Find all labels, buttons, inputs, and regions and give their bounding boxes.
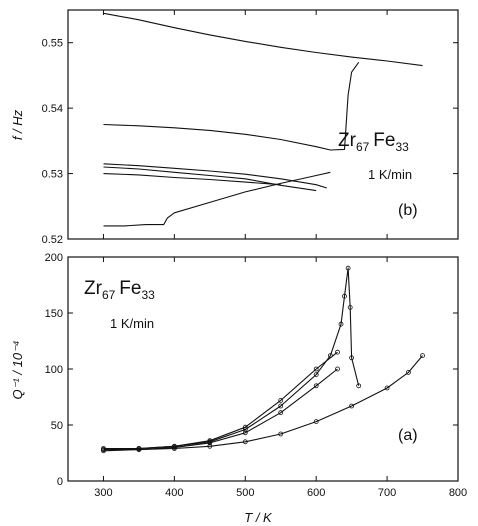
panel-a-series-2-point-3 (207, 440, 213, 446)
panel-a-series-3-point-8 (384, 385, 390, 391)
panel-b-ytick-label-3: 0.55 (42, 38, 63, 50)
panel-a-series-3-point-1 (136, 447, 142, 453)
panel-a-alloy-label: Zr67 Fe33 (84, 278, 155, 302)
panel-b-ytick-label-0: 0.52 (42, 234, 63, 246)
panel-a-series-1-point-7 (335, 349, 340, 355)
panel-a-series-3-point-9 (405, 369, 411, 375)
panel-a-ytick-label-2: 100 (45, 364, 63, 376)
panel-a-series-1-point-6 (313, 366, 319, 372)
panel-b-axis-ticks: 0.52 0.53 0.54 0.55 (42, 10, 459, 246)
panel-a-series-2-point-7 (335, 366, 340, 372)
panel-b-series-0 (103, 12, 423, 67)
panel-a-panel-label: (a) (398, 427, 418, 444)
panel-a-series-3-point-2 (171, 446, 177, 451)
panel-b-series-2 (103, 163, 327, 189)
panel-a-ytick-label-0: 0 (57, 476, 63, 488)
panel-a-series-0-point-12 (349, 355, 355, 361)
panel-a-series-0-point-13 (356, 383, 362, 389)
panel-b-rate-label: 1 K/min (368, 167, 412, 182)
panel-a-xtick-label-3: 600 (307, 487, 325, 499)
panel-a-series-1-point-4 (242, 424, 248, 430)
panel-a-series-0-point-5 (278, 403, 284, 409)
panel-a-series-0-point-11 (347, 304, 353, 310)
panel-a-series-1 (103, 351, 338, 450)
panel-a-ylabel: Q⁻¹ / 10⁻⁴ (10, 340, 25, 399)
panel-a-series-group (101, 265, 425, 454)
panel-a-series-3-point-7 (349, 403, 355, 409)
panel-b-ytick-label-1: 0.53 (42, 169, 63, 181)
panel-b-series-4 (103, 173, 281, 186)
panel-a-xtick-label-2: 500 (236, 487, 254, 499)
panel-b-panel-label: (b) (398, 202, 418, 219)
panel-a-series-2-point-4 (242, 430, 248, 436)
panel-a-axis-ticks: 300 400 500 600 700 800 0 50 100 150 200 (45, 252, 468, 499)
panel-a-series-3 (103, 355, 423, 452)
panel-b-series-5 (103, 171, 331, 227)
panel-a-ytick-label-1: 50 (51, 420, 63, 432)
panel-a-xtick-label-5: 800 (449, 487, 467, 499)
panel-b-series-1 (103, 61, 360, 151)
panel-a-series-3-point-10 (420, 353, 425, 359)
panel-a-series-3-point-4 (242, 439, 248, 445)
panel-a-xlabel: T / K (244, 510, 273, 525)
panel-a-rate-label: 1 K/min (110, 316, 154, 331)
panel-b-alloy-label: Zr67 Fe33 (338, 130, 409, 154)
panel-a-series-0-point-6 (313, 372, 319, 378)
panel-a-xtick-label-0: 300 (94, 487, 112, 499)
panel-a-series-0-point-10 (345, 265, 351, 271)
panel-a-series-2-point-5 (278, 410, 284, 416)
panel-a-xtick-label-4: 700 (378, 487, 396, 499)
panel-a-ytick-label-4: 200 (45, 252, 63, 264)
panel-a-series-3-point-0 (101, 448, 106, 454)
panel-a-series-0-point-9 (342, 293, 347, 299)
panel-b-series-group (103, 12, 423, 227)
panel-a-xtick-label-1: 400 (165, 487, 183, 499)
panel-a-series-3-point-6 (313, 419, 319, 425)
panel-a-series-2-point-6 (313, 383, 319, 389)
panel-a-series-3-point-3 (207, 443, 213, 449)
panel-a-series-3-point-5 (278, 431, 284, 437)
panel-b-series-3 (103, 166, 317, 192)
panel-a-series-0-point-8 (338, 321, 344, 327)
panel-a-ytick-label-3: 150 (45, 308, 63, 320)
panel-a-series-1-point-5 (278, 397, 284, 403)
panel-b-ytick-label-2: 0.54 (42, 103, 63, 115)
panel-b-frame (67, 9, 459, 240)
panel-b-ylabel: f / Hz (10, 109, 25, 140)
